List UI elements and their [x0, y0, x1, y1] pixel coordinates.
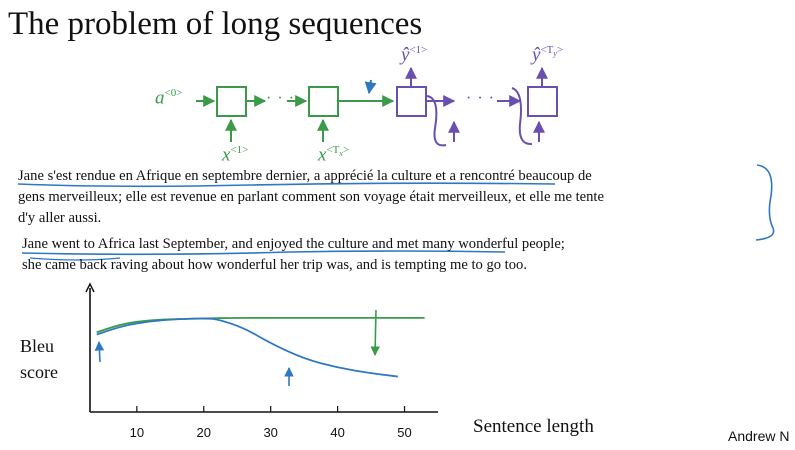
french-sentence: Jane s'est rendue en Afrique en septembr… — [18, 166, 604, 229]
decoder-cell-first — [396, 86, 427, 117]
annotation-arrow-short — [94, 341, 105, 363]
x-tick-label-20: 20 — [196, 425, 211, 440]
french-line-2: gens merveilleux; elle est revenue en pa… — [18, 189, 604, 205]
chart-y-axis-arrowhead — [85, 282, 95, 293]
encoder-x1-label: x<1> — [222, 144, 249, 166]
decoder-y1-label: ŷ<1> — [401, 44, 428, 66]
english-line-1: Jane went to Africa last September, and … — [22, 236, 565, 252]
decoder-feedback-1 — [426, 95, 447, 147]
english-sentence: Jane went to Africa last September, and … — [22, 234, 565, 276]
presenter-credit: Andrew N — [728, 428, 790, 444]
encoder-input-label: a<0> — [155, 87, 183, 109]
encoder-cell-first — [216, 86, 247, 117]
chart-xlabel: Sentence length — [473, 416, 594, 437]
chart-ylabel: Bleu score — [20, 336, 58, 382]
decoder-cell-last — [527, 86, 558, 117]
decoder-yt-label: ŷ<Ty> — [532, 44, 564, 66]
annotation-bracket — [755, 164, 775, 241]
decoder-feedback-2 — [511, 87, 533, 146]
x-tick-label-50: 50 — [397, 425, 412, 440]
x-tick-label-40: 40 — [330, 425, 345, 440]
annotation-arrow-down — [370, 309, 380, 356]
x-tick-label-30: 30 — [263, 425, 278, 440]
seq2seq-diagram — [17, 66, 775, 261]
decoder-ellipsis: · · · — [466, 90, 495, 107]
encoder-ellipsis: · · · — [266, 90, 295, 107]
underline-english-1 — [21, 250, 506, 256]
underline-french-1 — [17, 182, 556, 188]
english-line-2: she came back raving about how wonderful… — [22, 257, 527, 273]
slide-title: The problem of long sequences — [8, 6, 423, 42]
underline-english-2 — [29, 257, 121, 261]
x-tick-label-10: 10 — [129, 425, 145, 440]
annotation-arrow-context — [364, 79, 377, 95]
encoder-xt-label: x<Tx> — [318, 144, 350, 166]
french-line-3: d'y aller aussi. — [18, 210, 102, 226]
french-line-1: Jane s'est rendue en Afrique en septembr… — [18, 168, 592, 184]
encoder-cell-last — [308, 86, 339, 117]
series-line-1 — [96, 317, 398, 378]
